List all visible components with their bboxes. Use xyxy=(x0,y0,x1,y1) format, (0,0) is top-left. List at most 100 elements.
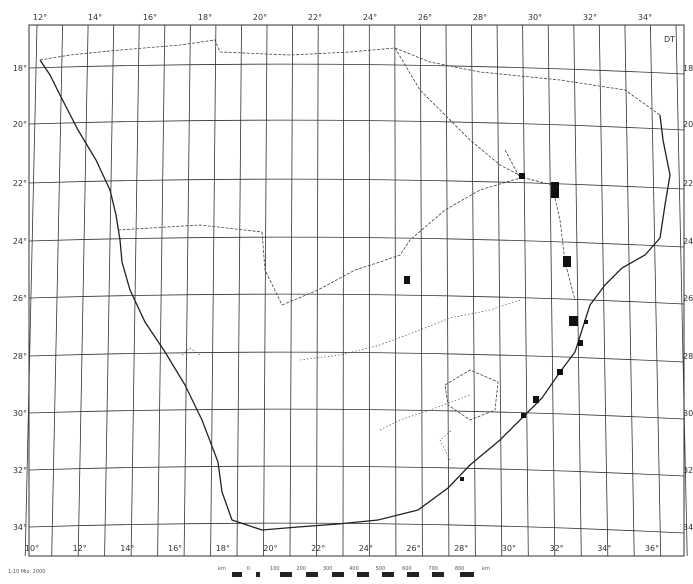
parallel-line xyxy=(28,119,685,131)
grid-label: 28° xyxy=(473,13,487,22)
meridian-line xyxy=(420,24,423,557)
site-marker xyxy=(584,320,588,324)
meridian-line xyxy=(104,24,115,557)
right-latitude-labels: 18 20 22 24 26 28 30 32 34 xyxy=(683,64,693,532)
map-frame xyxy=(28,24,685,557)
grid-label: 24° xyxy=(363,13,377,22)
meridian-lines xyxy=(24,24,688,557)
grid-label: 12° xyxy=(73,544,87,553)
meridian-line xyxy=(394,24,397,557)
site-marker xyxy=(404,276,410,284)
parallel-line xyxy=(28,465,685,477)
grid-label: 32° xyxy=(550,544,564,553)
parallel-line xyxy=(28,522,685,534)
meridian-line xyxy=(77,24,89,557)
grid-label: 22 xyxy=(683,179,693,188)
grid-label: 20 xyxy=(683,120,693,129)
grid-label: 30° xyxy=(528,13,542,22)
grid-label: 24° xyxy=(13,237,27,246)
site-marker xyxy=(578,340,583,346)
meridian-line xyxy=(675,24,688,557)
site-marker xyxy=(569,316,578,326)
meridian-line xyxy=(547,24,556,557)
grid-label: 16° xyxy=(168,544,182,553)
grid-label: 34° xyxy=(13,523,27,532)
meridian-line xyxy=(650,24,662,557)
grid-label: 18 xyxy=(683,64,693,73)
meridian-line xyxy=(157,24,166,557)
grid-label: 22° xyxy=(308,13,322,22)
scale-label: 500 xyxy=(376,566,386,572)
meridian-line xyxy=(522,24,529,557)
grid-label: 30° xyxy=(13,409,27,418)
site-marker xyxy=(533,396,539,403)
bottom-longitude-labels: 10° 12° 14° 16° 18° 20° 22° 24° 26° 28° 30° 32° 34° 3… xyxy=(25,544,659,553)
site-marker xyxy=(551,182,559,198)
grid-label: 24 xyxy=(683,237,693,246)
grid-label: 18° xyxy=(13,64,27,73)
parallel-line xyxy=(28,178,685,190)
site-marker xyxy=(460,477,464,481)
grid-label: 30 xyxy=(683,409,693,418)
grid-label: 26° xyxy=(406,544,420,553)
site-marker xyxy=(521,413,526,418)
meridian-line xyxy=(236,24,242,557)
grid-label: 36° xyxy=(645,544,659,553)
grid-label: 22° xyxy=(311,544,325,553)
grid-label: 18° xyxy=(216,544,230,553)
meridian-line xyxy=(471,24,476,557)
meridian-line xyxy=(496,24,503,557)
grid-label: 16° xyxy=(143,13,157,22)
scale-label: 100 xyxy=(270,566,280,572)
scale-label: 300 xyxy=(323,566,333,572)
meridian-line xyxy=(342,24,345,557)
parallel-line xyxy=(28,236,685,248)
grid-label: 28 xyxy=(683,352,693,361)
parallel-line xyxy=(28,293,685,305)
grid-label: 20° xyxy=(253,13,267,22)
meridian-line xyxy=(210,24,217,557)
meridian-line xyxy=(624,24,635,557)
scale-label: 200 xyxy=(296,566,306,572)
grid-label: 14° xyxy=(120,544,134,553)
grid-label: 34 xyxy=(683,523,693,532)
meridian-line xyxy=(445,24,450,557)
scale-bar: km 0 100 200 300 400 500 600 700 800 km xyxy=(218,566,490,577)
grid-label: 26 xyxy=(683,294,693,303)
corner-code: DT xyxy=(664,35,675,44)
grid-label: 20° xyxy=(263,544,277,553)
meridian-line xyxy=(289,24,293,557)
parallel-line xyxy=(28,63,685,75)
meridian-line xyxy=(24,24,38,557)
scale-label: 600 xyxy=(402,566,412,572)
meridian-line xyxy=(598,24,609,557)
left-latitude-labels: 18° 20° 22° 24° 26° 28° 30° 32° 34° xyxy=(13,64,27,532)
meridian-line xyxy=(263,24,268,557)
grid-label: 12° xyxy=(33,13,47,22)
site-marker xyxy=(557,369,563,375)
grid-label: 24° xyxy=(359,544,373,553)
grid-label: 26° xyxy=(13,294,27,303)
grid-label: 34° xyxy=(638,13,652,22)
rivers xyxy=(181,299,521,461)
parallel-line xyxy=(28,351,685,363)
meridian-line xyxy=(130,24,140,557)
meridian-line xyxy=(51,24,63,557)
grid-label: 28° xyxy=(13,352,27,361)
grid-label: 18° xyxy=(198,13,212,22)
grid-label: 32 xyxy=(683,466,693,475)
grid-label: 14° xyxy=(88,13,102,22)
site-marker xyxy=(563,256,571,267)
scale-label: km xyxy=(218,566,226,572)
grid-label: 32° xyxy=(13,466,27,475)
scale-label: km xyxy=(482,566,490,572)
grid-label: 30° xyxy=(502,544,516,553)
grid-label: 34° xyxy=(597,544,611,553)
meridian-line xyxy=(573,24,582,557)
footnote: 1:10 Mio. 2000 xyxy=(8,569,45,575)
parallel-line xyxy=(28,408,685,420)
site-marker xyxy=(519,173,525,179)
parallel-lines xyxy=(28,63,685,534)
grid-label: 32° xyxy=(583,13,597,22)
